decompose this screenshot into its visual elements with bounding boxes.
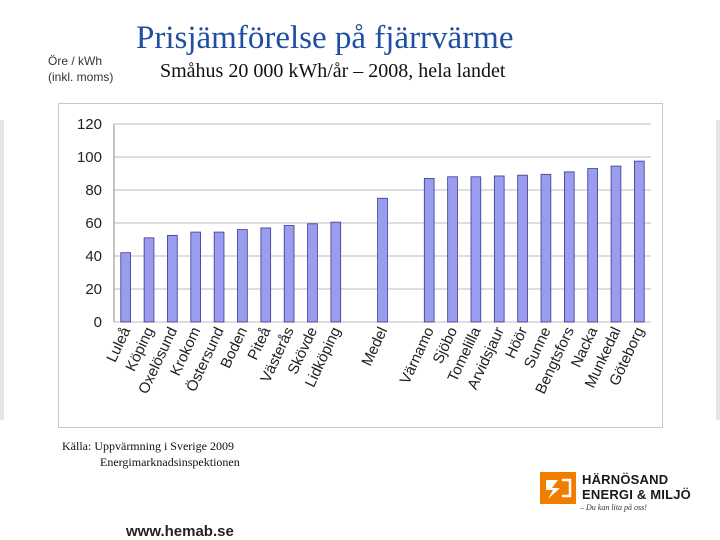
bar [470,176,482,323]
y-tick-label: 20 [85,281,102,298]
bar [377,197,388,323]
bar [167,234,178,323]
bar [447,176,458,323]
bar [213,231,225,323]
y-tick-label: 40 [85,248,102,265]
bar [610,165,622,323]
bar [587,168,598,323]
y-tick-label: 60 [85,215,102,232]
company-logo: HÄRNÖSAND ENERGI & MILJÖ – Du kan lita p… [540,470,700,516]
bar [330,221,342,323]
bar [190,231,202,323]
logo-tagline: – Du kan lita på oss! [580,503,647,512]
bar [283,225,295,323]
source-line-1: Källa: Uppvärmning i Sverige 2009 [62,439,234,453]
bar [540,173,552,323]
bar [143,237,155,323]
unit-line-1: Öre / kWh [48,54,103,68]
logo-line-1: HÄRNÖSAND [582,472,669,487]
unit-line-2: (inkl. moms) [48,70,114,84]
left-edge-bar [0,120,4,420]
bar [307,223,318,323]
page-title: Prisjämförelse på fjärrvärme [136,20,514,56]
website-link[interactable]: www.hemab.se [126,523,234,540]
y-tick-label: 0 [94,314,102,331]
y-tick-label: 80 [85,182,102,199]
bar [120,252,131,323]
source-note: Källa: Uppvärmning i Sverige 2009 Energi… [62,438,240,470]
x-tick-label: Medel [358,325,391,369]
bar [517,174,528,323]
bar [563,171,575,323]
bar-chart: 020406080100120LuleåKöpingOxelösundKroko… [77,116,651,397]
chart-frame: 0 20 40 60 80 100 120 Luleå Köping Oxelösund Kroko… [58,103,663,428]
bar [493,175,505,323]
bar [237,229,248,323]
right-edge-bar [716,120,720,420]
page-subtitle: Småhus 20 000 kWh/år – 2008, hela landet [160,60,506,82]
bar [634,160,645,323]
y-tick-label: 100 [77,149,102,166]
logo-mark-icon [540,472,576,504]
logo-line-2: ENERGI & MILJÖ [582,487,691,502]
y-tick-label: 120 [77,116,102,133]
bar [423,178,435,323]
y-axis-unit-label: Öre / kWh (inkl. moms) [48,53,113,85]
bar [260,227,272,323]
source-line-2: Energimarknadsinspektionen [100,455,240,469]
